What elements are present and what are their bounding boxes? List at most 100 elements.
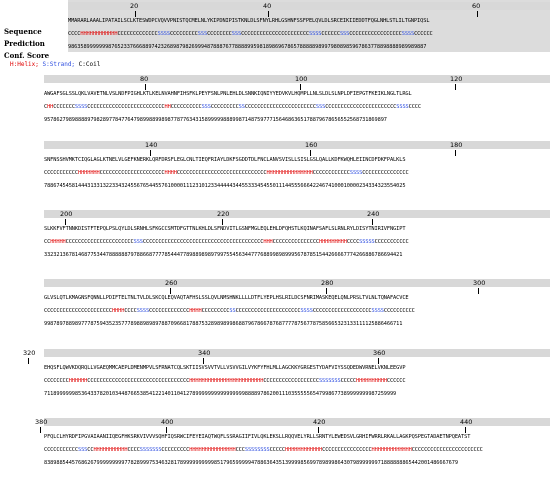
position-tick-mark xyxy=(150,150,151,156)
conf-score-row: 3323213678146877534478888887978866877778… xyxy=(44,252,403,258)
position-tick-mark xyxy=(170,288,171,294)
position-tick-mark xyxy=(203,358,204,364)
strand-run: SSS xyxy=(133,239,143,245)
position-tick-label: 160 xyxy=(305,141,318,149)
strand-run: SSSSS xyxy=(359,239,375,245)
strand-run: SSSS xyxy=(300,308,313,314)
position-tick-mark xyxy=(318,427,319,433)
coil-run: CCCC xyxy=(124,308,137,314)
coil-run: CCCCCCCCCC xyxy=(383,308,415,314)
strand-run: SSSS xyxy=(401,31,415,37)
position-tick-label: 220 xyxy=(217,210,230,218)
ruler-bar xyxy=(44,75,550,83)
helix-run: HHHHHH xyxy=(68,378,88,384)
ruler-bar xyxy=(68,2,550,10)
position-tick-label: 420 xyxy=(313,418,326,426)
coil-run: CCCC xyxy=(408,104,421,110)
coil-run: CCCCCCCCCCCCCCCCCCCCCC xyxy=(241,31,310,37)
coil-run: CCCCCCCC xyxy=(44,378,69,384)
prediction-row: CCCCCCCCCCCSSSCCHHHHHHHHHHHCCCCSSSSSSSCC… xyxy=(44,447,550,453)
position-tick-label: 100 xyxy=(295,75,308,83)
position-tick-mark xyxy=(65,219,66,225)
position-tick-mark xyxy=(310,150,311,156)
position-tick-label: 60 xyxy=(472,2,481,10)
sequence-row: SLKKFVFTNNKDISTFTEPQLPSLQYLDLSRNHLSFKGCC… xyxy=(44,226,406,232)
conf-score-label: Conf. Score xyxy=(4,51,50,60)
position-tick-mark xyxy=(372,219,373,225)
strand-run: SSSS xyxy=(136,308,150,314)
helix-run: HH xyxy=(164,104,171,110)
position-tick-label: 80 xyxy=(140,75,149,83)
ruler-bar xyxy=(44,279,550,287)
coil-run: CCCC xyxy=(127,447,140,453)
position-tick-mark xyxy=(326,288,327,294)
coil-run: CCCCCCCCC xyxy=(169,31,198,37)
helix-run: HHHHHHHHHHHHH xyxy=(371,447,412,453)
coil-run: CCCCCCCCCCCCCCCCCCCCC xyxy=(99,170,165,176)
helix-run: HHHH xyxy=(189,308,202,314)
helix-run: HHHHHHHHHHHH xyxy=(80,31,118,37)
coil-run: CCCCCCCCCCCCCCCCCCCCCC xyxy=(65,239,134,245)
coil-run: CCCCCCCCC xyxy=(201,308,230,314)
strand-run: SSSS xyxy=(309,31,322,37)
strand-run: SSSS xyxy=(157,31,170,37)
position-tick-mark xyxy=(478,288,479,294)
coil-run: CCCCCCCCCCC xyxy=(374,239,409,245)
position-tick-label: 40 xyxy=(263,2,272,10)
sequence-row: GLVSLQTLKMAGNSFQNNLLPDIFTELTNLTVLDLSKCQL… xyxy=(44,295,409,301)
position-tick-label: 380 xyxy=(35,418,48,426)
position-tick-mark xyxy=(145,84,146,90)
coil-run: CCCCC xyxy=(269,447,286,453)
strand-run: SSSS xyxy=(349,170,363,176)
position-tick-mark xyxy=(465,427,466,433)
helix-run: HHHHHHHHHHHHHHH xyxy=(189,447,236,453)
sequence-row: SNFNSSHVMKTCIQGLAGLKTNELVLGEFKNERKLQRFDR… xyxy=(44,157,406,163)
helix-run: HHHHHHHHHHHHHHH xyxy=(266,170,313,176)
conf-score-row: 9578627989888897982897784776479899889989… xyxy=(44,117,387,123)
ruler-bar xyxy=(44,141,550,149)
position-tick-mark xyxy=(477,11,478,17)
conf-score-row: 7118999999853643378201034487665385412214… xyxy=(44,391,397,397)
prediction-row: CCCCCCCCCCCHHHHHHHCCCCCCCCCCCCCCCCCCCCCH… xyxy=(44,170,550,176)
coil-run: CCCCCCCCCCCCCCCCCCCCCCCCC xyxy=(87,104,165,110)
strand-run: SSSSSSS xyxy=(139,447,162,453)
position-tick-label: 360 xyxy=(373,349,386,357)
sequence-row: MMARARLAAALIPATAILSCLKTESWDPCVQVVPNISTQC… xyxy=(68,18,430,24)
sequence-row: AWGAFSGLSSLQKLVAVETNLVSLNDFPIGHLKTLKELNV… xyxy=(44,91,412,97)
strand-run: SSS xyxy=(201,104,211,110)
position-tick-label: 200 xyxy=(60,210,73,218)
coil-run: CCCCCCCCCCCCCCCCCCCCCCC xyxy=(244,104,316,110)
position-tick-mark xyxy=(268,11,269,17)
helix-run: HHHHHHHHHHHH xyxy=(285,447,323,453)
position-tick-label: 120 xyxy=(450,75,463,83)
coil-run: CCCCCCCCCCCCCCC xyxy=(272,239,319,245)
coil-run: CCC xyxy=(235,447,245,453)
position-tick-mark xyxy=(378,358,379,364)
helix-run: HHHH xyxy=(164,170,177,176)
coil-run: CCCCCCCCCCCCCCCC xyxy=(322,447,372,453)
coil-run: CCCCCCCCCCCCCCCCCCCCCCCCCCCCCCCCC xyxy=(87,378,190,384)
coil-run: CCCCCCCCCCC xyxy=(44,170,78,176)
sequence-row: PFQLCLHYRDFIPGVAIAANIIQEGFHKSRKVIVVVSQHF… xyxy=(44,434,471,440)
coil-run: CCCCCCCCCCCCCCCCCCC xyxy=(312,308,372,314)
coil-run: CCCCCCCCC xyxy=(161,447,190,453)
helix-run: HHHHHHHHHH xyxy=(356,378,387,384)
conf-score-row: 9987897889897778759435235777898898989788… xyxy=(44,321,403,327)
position-tick-label: 320 xyxy=(23,349,36,357)
position-tick-mark xyxy=(135,11,136,17)
coil-run: CCCCCCCCCCCCC xyxy=(117,31,158,37)
coil-run: CCCC xyxy=(68,31,81,37)
strand-run: SSSS xyxy=(396,104,409,110)
position-tick-mark xyxy=(455,150,456,156)
strand-run: SSS xyxy=(339,31,350,37)
coil-run: CCCCCCCCCCCCCCCCC xyxy=(349,31,402,37)
coil-run: CC xyxy=(87,447,94,453)
position-tick-label: 260 xyxy=(165,279,178,287)
coil-run: CCCCCCCCCCCC xyxy=(312,170,350,176)
coil-run: CCCCCCCCCCCCCCCCCCCCCC xyxy=(44,308,112,314)
strand-run: SS xyxy=(229,308,236,314)
coil-run: CCCCCCCCCCCCC xyxy=(149,308,190,314)
strand-run: SSS xyxy=(315,104,326,110)
ruler-bar xyxy=(44,349,550,357)
coil-run: CCCCC xyxy=(340,378,357,384)
